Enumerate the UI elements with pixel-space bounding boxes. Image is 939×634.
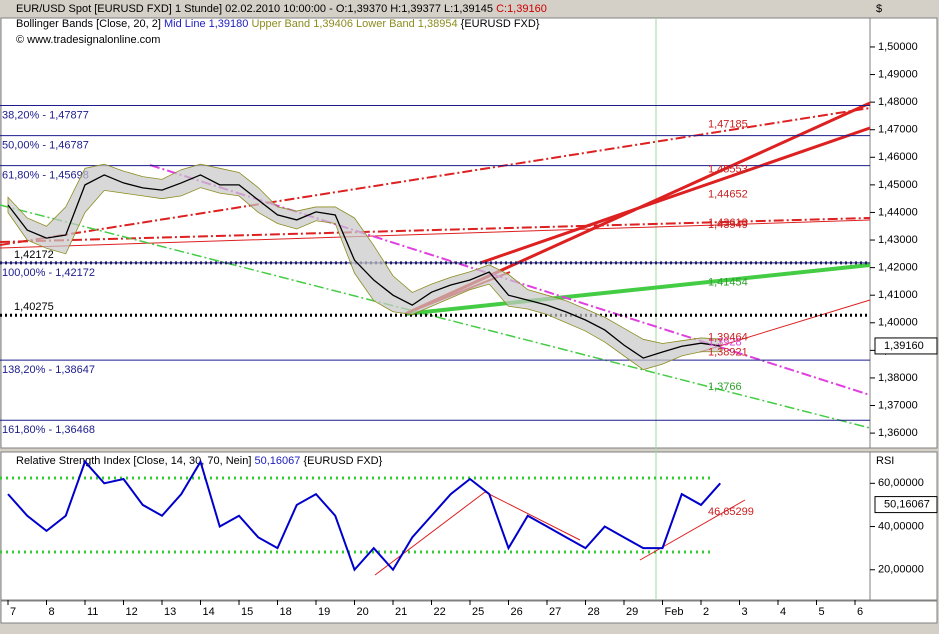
rsi-axis-panel <box>869 451 938 601</box>
x-tick-label: 22 <box>434 606 446 618</box>
last-value-box <box>874 496 938 514</box>
y-axis-title: RSI <box>876 455 894 467</box>
bollinger-band <box>7 163 721 371</box>
fib-label: 161,80% - 1,36468 <box>2 424 95 436</box>
price-line-label: 1,40275 <box>14 301 54 313</box>
annotation: 1,38921 <box>708 346 748 358</box>
rsi-panel <box>0 451 871 601</box>
annotation: 1,47185 <box>708 119 748 131</box>
copyright: © www.tradesignalonline.com <box>16 34 160 46</box>
price-line-label: 1,42172 <box>14 249 54 261</box>
price-panel <box>0 17 871 449</box>
x-tick-label: 20 <box>357 606 369 618</box>
x-tick-label: 12 <box>126 606 138 618</box>
y-tick-label: 1,38000 <box>878 372 918 384</box>
x-tick-label: 29 <box>626 606 638 618</box>
y-tick-label: 1,36000 <box>878 427 918 439</box>
y-tick-label: 1,40000 <box>878 317 918 329</box>
x-tick-label: 18 <box>280 606 292 618</box>
y-axis-title: $ <box>876 3 882 15</box>
fib-label: 138,20% - 1,38647 <box>2 364 95 376</box>
y-tick-label: 1,43000 <box>878 234 918 246</box>
annotation: 1,3766 <box>708 381 742 393</box>
x-tick-label: 2 <box>703 606 709 618</box>
series-line <box>7 459 721 572</box>
annotation: 1,44652 <box>708 188 748 200</box>
y-tick-label: 1,44000 <box>878 206 918 218</box>
x-tick-label: 26 <box>511 606 523 618</box>
x-tick-label: 8 <box>49 606 55 618</box>
annotation: 1,39464 <box>708 331 748 343</box>
fib-label: 50,00% - 1,46787 <box>2 139 89 151</box>
y-tick-label: 40,00000 <box>878 520 924 532</box>
x-tick-label: 5 <box>819 606 825 618</box>
annotation: 46,65299 <box>708 506 754 518</box>
y-tick-label: 1,46000 <box>878 151 918 163</box>
x-tick-label: 28 <box>588 606 600 618</box>
y-tick-label: 60,00000 <box>878 477 924 489</box>
fib-label: 100,00% - 1,42172 <box>2 267 95 279</box>
x-tick-label: 4 <box>780 606 786 618</box>
x-tick-label: 14 <box>203 606 215 618</box>
bollinger-legend: Bollinger Bands [Close, 20, 2] Mid Line … <box>16 18 540 30</box>
y-tick-label: 1,50000 <box>878 41 918 53</box>
y-tick-label: 1,49000 <box>878 68 918 80</box>
rsi-title: Relative Strength Index [Close, 14, 30, … <box>16 455 383 467</box>
annotation: 1,41454 <box>708 277 748 289</box>
y-tick-label: 1,42000 <box>878 262 918 274</box>
x-tick-label: 27 <box>549 606 561 618</box>
price-axis-panel <box>869 17 938 449</box>
y-tick-label: 1,41000 <box>878 289 918 301</box>
annotation: 1,3928 <box>708 337 742 349</box>
x-axis-panel <box>0 600 938 624</box>
y-tick-label: 20,00000 <box>878 564 924 576</box>
x-tick-label: 19 <box>318 606 330 618</box>
x-tick-label: 25 <box>472 606 484 618</box>
series-line <box>7 174 721 359</box>
y-tick-label: 1,45000 <box>878 179 918 191</box>
annotation: 1,45553 <box>708 164 748 176</box>
last-value-label: 50,16067 <box>884 498 930 510</box>
x-tick-label: 7 <box>10 606 16 618</box>
annotation: 1,43549 <box>708 219 748 231</box>
y-tick-label: 1,37000 <box>878 399 918 411</box>
trend-lines <box>0 101 871 576</box>
x-tick-label: 3 <box>742 606 748 618</box>
fib-label: 38,20% - 1,47877 <box>2 109 89 121</box>
last-value-box <box>874 337 938 355</box>
header: EUR/USD Spot [EURUSD FXD] 1 Stunde] 02.0… <box>16 3 547 15</box>
x-tick-label: 11 <box>87 606 98 618</box>
annotation: 1,43613 <box>708 217 748 229</box>
y-tick-label: 1,48000 <box>878 96 918 108</box>
x-tick-label: 13 <box>164 606 176 618</box>
last-value-label: 1,39160 <box>884 340 924 352</box>
fib-label: 61,80% - 1,45698 <box>2 170 89 182</box>
x-tick-label: 15 <box>241 606 253 618</box>
x-tick-label: 21 <box>395 606 407 618</box>
x-tick-label: 6 <box>857 606 863 618</box>
y-tick-label: 1,47000 <box>878 124 918 136</box>
x-tick-label: Feb <box>665 606 684 618</box>
